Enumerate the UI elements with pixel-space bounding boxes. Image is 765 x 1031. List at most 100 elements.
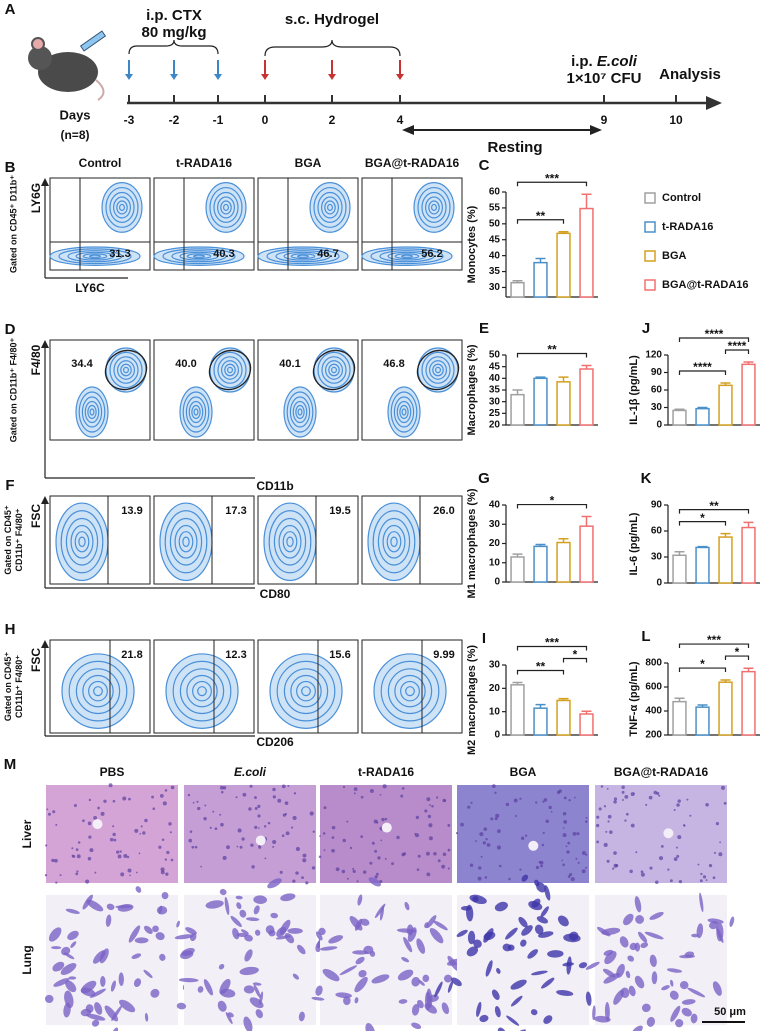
bar: [510, 556, 525, 583]
nucleus: [494, 791, 497, 794]
day-label: 10: [669, 113, 683, 127]
liver-image: [320, 785, 452, 883]
tissue: [152, 925, 159, 933]
significance-bracket: [678, 509, 750, 514]
tissue: [131, 953, 142, 960]
tissue: [520, 939, 527, 947]
y-tick-label: 40: [489, 373, 501, 384]
gate-value: 56.2: [421, 248, 442, 260]
nucleus: [649, 866, 653, 870]
nucleus: [88, 835, 92, 839]
significance-label: *: [700, 657, 705, 671]
nucleus: [574, 796, 576, 799]
contour: [373, 653, 447, 729]
contour: [182, 391, 210, 433]
contour: [109, 191, 135, 223]
contour: [82, 674, 114, 708]
x-axis-label: CD11b: [256, 479, 293, 493]
contour: [68, 660, 128, 722]
contour: [118, 203, 125, 212]
tissue: [416, 938, 426, 954]
nucleus: [87, 821, 92, 826]
contour: [89, 408, 95, 416]
tissue: [426, 915, 437, 929]
tissue: [649, 911, 664, 920]
contour: [401, 254, 414, 258]
significance-bracket: [516, 352, 588, 358]
contour: [263, 502, 317, 582]
contour: [386, 531, 402, 553]
y-tick-label: 20: [489, 538, 501, 549]
gating-label: CD11b⁺ F4/80⁺: [14, 508, 24, 571]
tissue: [315, 931, 323, 941]
tissue: [451, 977, 462, 987]
contour: [82, 253, 108, 260]
panel-letter: C: [479, 157, 490, 174]
tissue: [298, 1011, 305, 1022]
tissue: [52, 961, 65, 972]
bar: [579, 713, 594, 736]
y-tick-label: 120: [645, 350, 662, 361]
tissue: [447, 980, 454, 993]
y-tick-label: 0: [494, 577, 500, 588]
contour: [223, 203, 230, 212]
nucleus: [374, 875, 378, 879]
contour: [217, 356, 243, 384]
contour: [283, 386, 317, 438]
tissue: [315, 985, 323, 996]
contour: [382, 524, 406, 559]
tissue: [100, 976, 106, 987]
row-label: Lung: [20, 945, 34, 974]
nucleus: [655, 880, 659, 885]
tissue: [135, 886, 142, 893]
tissue: [254, 929, 261, 936]
nucleus: [360, 835, 364, 839]
nucleus: [54, 858, 58, 863]
nucleus: [482, 841, 487, 845]
arrow-head: [590, 125, 602, 135]
contour: [390, 391, 418, 433]
tissue: [418, 979, 425, 986]
tissue: [403, 936, 413, 953]
y-tick-label: 40: [489, 250, 501, 261]
tissue: [243, 985, 255, 994]
arrow-head: [41, 496, 49, 504]
nucleus: [625, 812, 629, 816]
nucleus: [369, 861, 373, 865]
nucleus: [204, 804, 207, 807]
y-axis-title: Macrophages (%): [466, 344, 478, 435]
tissue: [476, 1001, 482, 1017]
bar: [695, 546, 710, 584]
tissue: [593, 1015, 611, 1023]
nucleus: [568, 799, 571, 802]
gate-value: 31.3: [109, 248, 130, 260]
contour: [325, 360, 344, 380]
tissue: [217, 1000, 227, 1012]
y-tick-label: 60: [489, 187, 501, 198]
contour: [297, 408, 303, 416]
contour: [78, 536, 86, 548]
tissue: [635, 915, 644, 924]
nucleus: [673, 808, 676, 811]
bar: [533, 707, 548, 736]
error-bar: [674, 697, 685, 702]
tissue: [729, 916, 735, 927]
nucleus: [139, 832, 142, 835]
nucleus: [168, 822, 172, 826]
nucleus: [342, 785, 346, 789]
liver-image: [184, 785, 316, 883]
tissue: [485, 960, 493, 977]
bar: [556, 232, 571, 298]
error-bar: [558, 697, 569, 701]
nucleus: [567, 841, 571, 845]
nucleus: [697, 863, 700, 866]
contour: [328, 363, 340, 377]
nucleus: [566, 850, 570, 854]
error-bar: [558, 376, 569, 382]
tissue: [603, 949, 614, 956]
arrow-head: [41, 178, 49, 186]
tissue: [443, 974, 453, 983]
tissue: [236, 902, 242, 910]
y-tick-label: 30: [489, 519, 501, 530]
tissue: [343, 996, 351, 1006]
